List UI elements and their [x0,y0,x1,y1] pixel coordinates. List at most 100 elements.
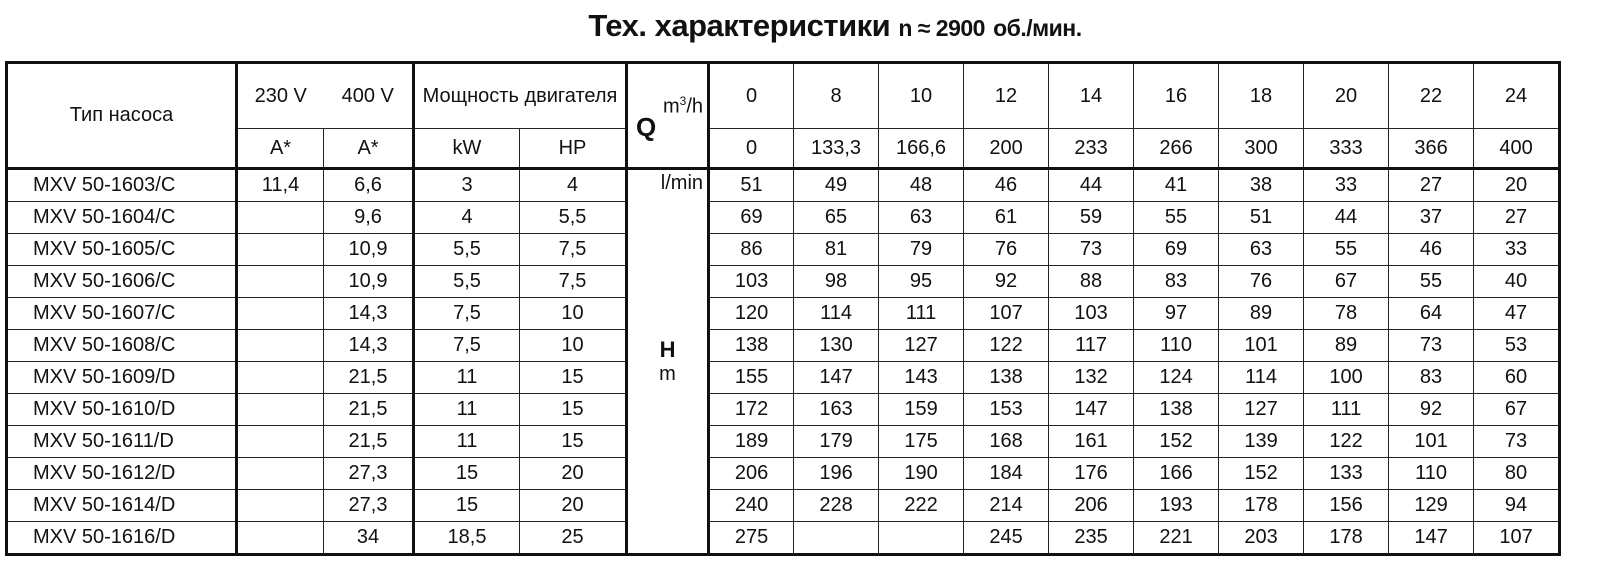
head-value: 103 [1048,297,1135,330]
flow-m3h-5: 16 [1133,62,1220,129]
head-value: 69 [1133,233,1220,266]
head-value: 172 [707,393,795,426]
table-row: MXV 50-1608/C 14,3 7,5 10 138 130 127 122 117 110… [6,329,1561,362]
head-value: 73 [1048,233,1135,266]
head-value: 156 [1303,489,1390,522]
current-400v: 21,5 [323,425,414,458]
header-400v: 400 V [323,62,414,129]
head-value: 161 [1048,425,1135,458]
flow-lmin-3: 200 [963,128,1050,170]
power-kw: 3 [412,168,520,202]
head-value: 38 [1218,168,1305,202]
power-kw: 11 [412,425,520,458]
header-hp: HP [518,128,628,170]
head-value: 147 [793,361,880,394]
header-amp-230: A* [235,128,324,170]
head-value: 55 [1133,201,1220,234]
header-kw: kW [412,128,520,170]
flow-lmin-2: 166,6 [878,128,965,170]
head-value: 55 [1388,265,1475,298]
pump-type: MXV 50-1603/C [6,168,237,202]
head-value: 65 [793,201,880,234]
head-value: 83 [1133,265,1220,298]
current-230v [235,393,324,426]
current-400v: 14,3 [323,329,414,362]
flow-lmin-8: 366 [1388,128,1475,170]
head-value: 203 [1218,521,1305,555]
flow-m3h-1: 8 [793,62,880,129]
head-value: 153 [963,393,1050,426]
head-value: 67 [1473,393,1561,426]
flow-m3h-4: 14 [1048,62,1135,129]
flow-lmin-0: 0 [707,128,795,170]
head-value: 114 [793,297,880,330]
flow-m3h-0: 0 [707,62,795,129]
header-amp-400: A* [323,128,414,170]
table-row: MXV 50-1609/D 21,5 11 15 155 147 143 138 132 124 1… [6,361,1561,394]
flow-m3h-3: 12 [963,62,1050,129]
current-400v: 9,6 [323,201,414,234]
head-value: 59 [1048,201,1135,234]
head-value: 147 [1388,521,1475,555]
power-kw: 7,5 [412,297,520,330]
flow-m3h-2: 10 [878,62,965,129]
head-value: 53 [1473,329,1561,362]
head-value: 101 [1218,329,1305,362]
head-value: 235 [1048,521,1135,555]
header-motor-power: Мощность двигателя [411,62,628,129]
power-hp: 7,5 [518,265,628,298]
current-230v [235,425,324,458]
current-400v: 34 [323,521,414,555]
head-value: 97 [1133,297,1220,330]
current-400v: 14,3 [323,297,414,330]
head-value: 40 [1473,265,1561,298]
power-hp: 20 [518,457,628,490]
head-value: 110 [1388,457,1475,490]
current-230v [235,457,324,490]
head-value: 41 [1133,168,1220,202]
head-value: 129 [1388,489,1475,522]
q-unit-m3h: m3/h [662,94,704,118]
head-value: 127 [878,329,965,362]
head-value: 222 [878,489,965,522]
head-value: 101 [1388,425,1475,458]
pump-type: MXV 50-1611/D [6,425,237,458]
head-value: 196 [793,457,880,490]
head-value: 127 [1218,393,1305,426]
power-hp: 25 [518,521,628,555]
power-kw: 11 [412,393,520,426]
head-value: 143 [878,361,965,394]
table-row: MXV 50-1611/D 21,5 11 15 189 179 175 168 161 152 1… [6,425,1561,458]
head-value: 184 [963,457,1050,490]
power-kw: 15 [412,489,520,522]
pump-type: MXV 50-1614/D [6,489,237,522]
power-kw: 7,5 [412,329,520,362]
head-value: 46 [963,168,1050,202]
flow-lmin-5: 266 [1133,128,1220,170]
head-value: 73 [1473,425,1561,458]
current-400v: 6,6 [323,168,414,202]
pump-type: MXV 50-1605/C [6,233,237,266]
head-value: 111 [1303,393,1390,426]
h-unit: m [659,363,676,385]
table-row: MXV 50-1605/C 10,9 5,5 7,5 86 81 79 76 73 69 63 55 4… [6,233,1561,266]
head-value: 86 [707,233,795,266]
current-230v: 11,4 [235,168,324,202]
head-value: 79 [878,233,965,266]
head-value: 152 [1133,425,1220,458]
pump-type: MXV 50-1612/D [6,457,237,490]
header-row-1: Тип насоса 230 V 400 V Мощность двигател… [6,62,1561,194]
pump-type: MXV 50-1607/C [6,297,237,330]
head-value: 27 [1473,201,1561,234]
current-230v [235,521,324,555]
pump-type: MXV 50-1616/D [6,521,237,555]
power-hp: 15 [518,393,628,426]
flow-m3h-8: 22 [1388,62,1475,129]
pump-type: MXV 50-1608/C [6,329,237,362]
head-value: 245 [963,521,1050,555]
head-value: 147 [1048,393,1135,426]
head-value: 221 [1133,521,1220,555]
flow-lmin-6: 300 [1218,128,1305,170]
head-value: 78 [1303,297,1390,330]
